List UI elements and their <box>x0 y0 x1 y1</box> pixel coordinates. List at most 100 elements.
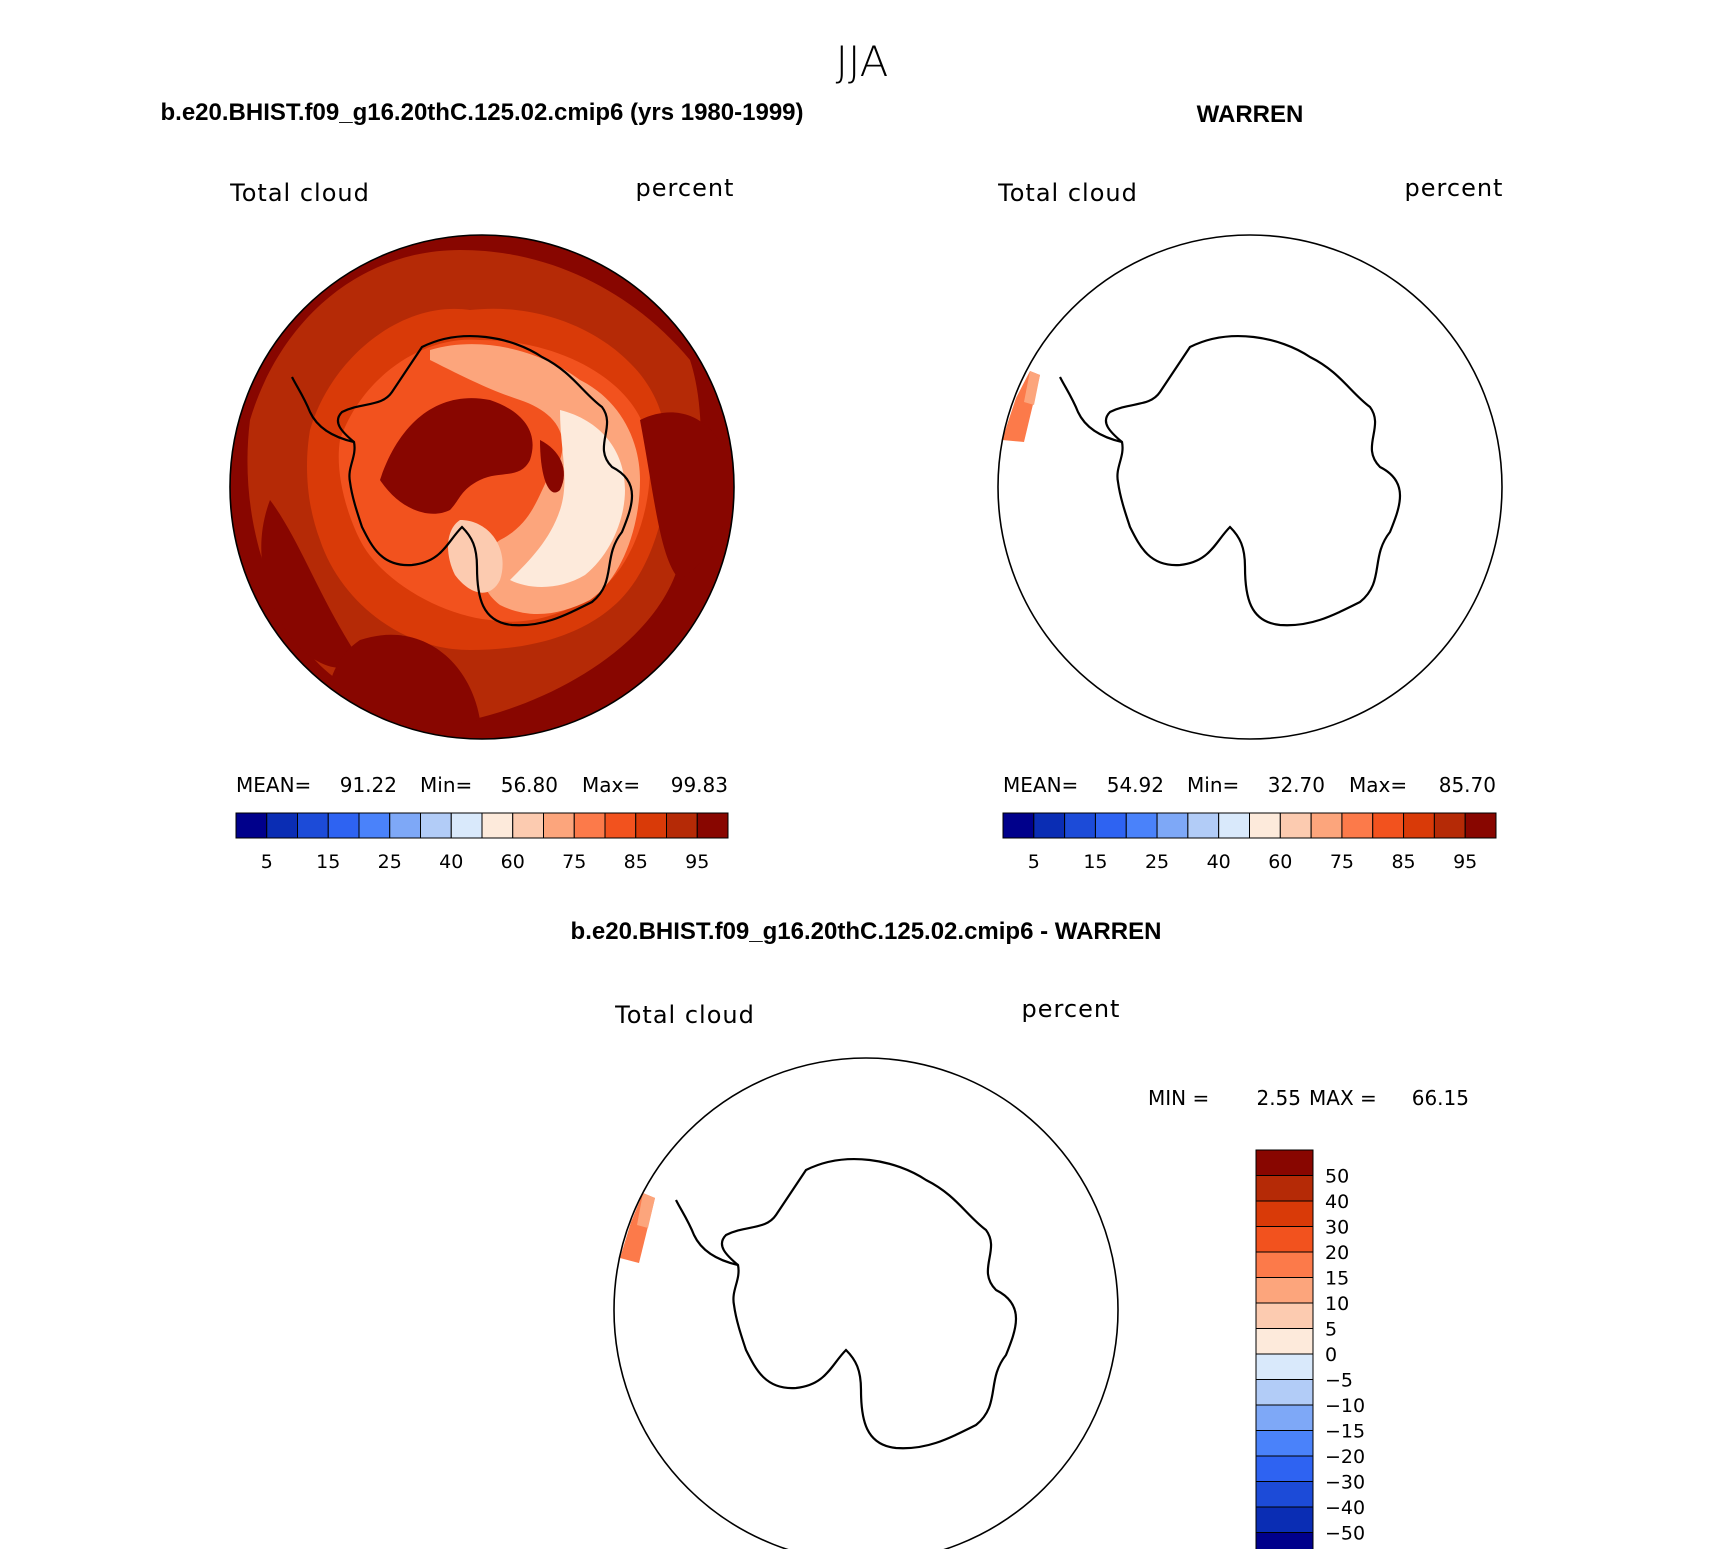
panel-diff: b.e20.BHIST.f09_g16.20thC.125.02.cmip6 -… <box>571 918 1469 1549</box>
map-boundary <box>613 1057 1119 1549</box>
colorbar-tick-label: 75 <box>562 851 586 873</box>
colorbar-tick-label: 0 <box>1325 1344 1337 1366</box>
colorbar: 5 15 25 40 60 75 85 95 <box>235 812 729 873</box>
colorbar-swatch <box>696 812 729 839</box>
min-label: Min= <box>420 773 472 797</box>
colorbar-tick-label: −10 <box>1325 1395 1365 1417</box>
min-value: 56.80 <box>501 773 558 797</box>
colorbar-swatch <box>1255 1226 1314 1253</box>
colorbar-tick-label: 40 <box>1207 851 1231 873</box>
min-label: MIN = <box>1148 1086 1209 1110</box>
mean-label: MEAN= <box>236 773 311 797</box>
colorbar-tick-label: 15 <box>1083 851 1107 873</box>
colorbar-swatch <box>1372 812 1405 839</box>
colorbar-swatch <box>543 812 575 839</box>
panel-title: b.e20.BHIST.f09_g16.20thC.125.02.cmip6 (… <box>160 99 803 126</box>
colorbar-tick-label: 60 <box>1268 851 1292 873</box>
colorbar-tick-label: 95 <box>685 851 709 873</box>
colorbar-swatch <box>1064 812 1096 839</box>
colorbar-tick-label: 25 <box>378 851 402 873</box>
colorbar-swatch <box>604 812 637 839</box>
colorbar-swatch <box>389 812 421 839</box>
colorbar-tick-label: 60 <box>501 851 525 873</box>
colorbar-swatch <box>1433 812 1466 839</box>
colorbar-swatch <box>1218 812 1250 839</box>
colorbar-tick-label: −5 <box>1325 1370 1353 1392</box>
colorbar-tick-label: 85 <box>624 851 648 873</box>
colorbar-swatch <box>1341 812 1374 839</box>
min-value: 32.70 <box>1268 773 1325 797</box>
colorbar-tick-label: −30 <box>1325 1472 1365 1494</box>
colorbar-swatch <box>1255 1379 1314 1406</box>
colorbar-swatch <box>1255 1506 1314 1533</box>
colorbar-tick-label: −20 <box>1325 1446 1365 1468</box>
map-boundary <box>997 234 1503 740</box>
colorbar-swatch <box>1255 1149 1314 1176</box>
colorbar-swatch <box>266 812 298 839</box>
colorbar-swatch <box>481 812 514 839</box>
mean-value: 91.22 <box>340 773 397 797</box>
stats-line: MEAN= 91.22 Min= 56.80 Max= 99.83 <box>236 773 728 797</box>
variable-label: Total cloud <box>997 179 1138 207</box>
colorbar-tick-label: 50 <box>1325 1166 1349 1188</box>
max-value: 99.83 <box>671 773 728 797</box>
colorbar-swatch <box>1156 812 1189 839</box>
panel-title: b.e20.BHIST.f09_g16.20thC.125.02.cmip6 -… <box>571 918 1162 945</box>
colorbar-swatch <box>1094 812 1127 839</box>
min-value: 2.55 <box>1256 1086 1301 1110</box>
colorbar-swatch <box>1279 812 1312 839</box>
colorbar-tick-label: 85 <box>1391 851 1415 873</box>
colorbar-swatch <box>420 812 452 839</box>
colorbar-tick-label: 5 <box>1028 851 1040 873</box>
max-label: Max= <box>582 773 640 797</box>
max-label: Max= <box>1349 773 1407 797</box>
colorbar-swatch <box>1002 812 1035 839</box>
colorbar-swatch <box>1255 1404 1314 1431</box>
colorbar-swatch <box>1464 812 1497 839</box>
colorbar-tick-label: 20 <box>1325 1242 1349 1264</box>
colorbar-swatch <box>1249 812 1281 839</box>
polar-map <box>614 1058 1118 1549</box>
colorbar-swatch <box>573 812 606 839</box>
colorbar-tick-label: 40 <box>439 851 463 873</box>
season-title: JJA <box>836 37 889 86</box>
panel-model: b.e20.BHIST.f09_g16.20thC.125.02.cmip6 (… <box>160 99 803 873</box>
panel-obs: WARREN Total cloud percent MEAN= 54.92 M… <box>997 101 1503 873</box>
map-boundary <box>229 234 735 740</box>
colorbar-swatch <box>297 812 329 839</box>
colorbar-tick-label: −50 <box>1325 1523 1365 1545</box>
max-value: 85.70 <box>1439 773 1496 797</box>
colorbar-swatch <box>1255 1175 1314 1202</box>
colorbar-swatch <box>235 812 268 839</box>
colorbar-swatch <box>1187 812 1220 839</box>
colorbar-tick-label: −40 <box>1325 1497 1365 1519</box>
units-label: percent <box>636 174 735 202</box>
variable-label: Total cloud <box>229 179 370 207</box>
colorbar-tick-label: 5 <box>1325 1319 1337 1341</box>
colorbar-swatch <box>1255 1532 1314 1549</box>
min-label: Min= <box>1187 773 1239 797</box>
colorbar-tick-label: 15 <box>316 851 340 873</box>
colorbar-tick-label: 30 <box>1325 1217 1349 1239</box>
colorbar-tick-label: 15 <box>1325 1268 1349 1290</box>
colorbar-tick-label: 75 <box>1330 851 1354 873</box>
colorbar-swatch <box>1255 1277 1314 1304</box>
colorbar-swatch <box>1255 1481 1314 1508</box>
colorbar-swatch <box>1255 1200 1314 1227</box>
colorbar-swatch <box>1255 1455 1314 1482</box>
polar-map <box>230 235 734 739</box>
colorbar-swatch <box>1255 1251 1314 1278</box>
colorbar-swatch <box>358 812 391 839</box>
colorbar-swatch <box>512 812 544 839</box>
colorbar-swatch <box>1255 1302 1314 1329</box>
mean-label: MEAN= <box>1003 773 1078 797</box>
colorbar-swatch <box>1255 1328 1314 1355</box>
colorbar-swatch <box>666 812 698 839</box>
colorbar-tick-label: 5 <box>261 851 273 873</box>
colorbar-swatch <box>635 812 667 839</box>
colorbar: 5 15 25 40 60 75 85 95 <box>1002 812 1497 873</box>
units-label: percent <box>1405 174 1504 202</box>
max-value: 66.15 <box>1412 1086 1469 1110</box>
